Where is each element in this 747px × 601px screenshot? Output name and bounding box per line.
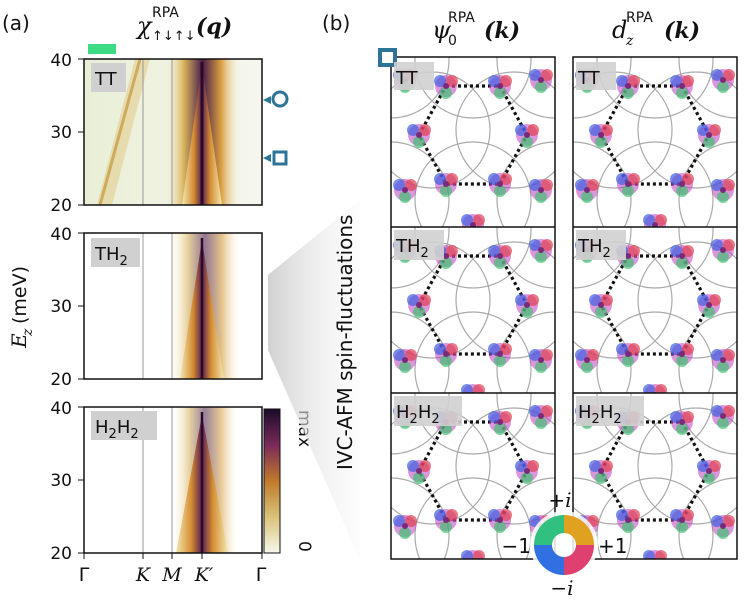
row-tags: TT TT TH2 TH2 H2H2 H2H2 <box>394 62 644 427</box>
colorbar-min-label: 0 <box>294 541 314 552</box>
row-tag: H2H2 <box>578 402 622 427</box>
ytick: 20 <box>50 370 72 390</box>
phase-wheel: +i −i −1 +1 <box>502 488 628 600</box>
svg-text:z: z <box>20 328 36 337</box>
subplot-th2-tag: TH2 <box>94 244 128 269</box>
row-tag: TH2 <box>395 236 429 261</box>
tag-bg <box>91 63 126 92</box>
svg-text:d: d <box>612 16 627 44</box>
ytick: 20 <box>50 544 72 564</box>
title-chi: χ <box>135 12 153 40</box>
svg-text:RPA: RPA <box>626 10 653 26</box>
green-marker <box>88 44 116 54</box>
svg-text:E: E <box>7 333 31 349</box>
wheel-top: +i <box>548 488 571 512</box>
map-psi-tt <box>333 0 613 258</box>
wheel-left: −1 <box>502 534 531 558</box>
subplot-h2h2-tag: H2H2 <box>95 417 139 442</box>
square-marker <box>263 150 288 166</box>
panel-b-label: (b) <box>322 11 350 35</box>
ytick: 40 <box>50 399 72 419</box>
svg-text:0: 0 <box>448 33 457 49</box>
ytick: 30 <box>50 297 72 317</box>
panel-a-label: (a) <box>2 11 30 35</box>
row-tag: H2H2 <box>396 402 440 427</box>
row-tag: TT <box>395 68 419 89</box>
wheel-right: +1 <box>598 534 627 558</box>
side-label: IVC-AFM spin-fluctuations <box>333 215 357 470</box>
circle-marker <box>263 90 289 108</box>
subplot-th2: TH2 20 30 40 <box>50 225 263 390</box>
wheel-bottom: −i <box>550 576 573 600</box>
subplot-h2h2: H2H2 20 30 40 <box>50 399 263 564</box>
subplot-tt-tag: TT <box>94 69 118 90</box>
square-marker-b <box>378 48 397 67</box>
ytick: 30 <box>50 471 72 491</box>
tag-bg <box>91 238 140 267</box>
ytick: 40 <box>50 51 72 71</box>
zoom-shading <box>268 200 360 560</box>
title-sup: RPA <box>152 5 179 21</box>
panel-a-title: χ RPA ↑↓↑↓ (q) <box>135 5 232 44</box>
svg-text:(k): (k) <box>484 18 520 44</box>
svg-text:(meV): (meV) <box>9 266 31 324</box>
subplot-tt: TT 20 30 40 <box>50 51 263 216</box>
svg-text:ψ: ψ <box>432 16 452 44</box>
xtick: Γ <box>256 564 267 586</box>
map-dz-th2 <box>515 102 747 428</box>
ytick: 30 <box>50 123 72 143</box>
title-arg: (q) <box>196 14 232 40</box>
row-tag: TT <box>577 68 601 89</box>
ytick: 20 <box>50 196 72 216</box>
xtick: K <box>135 564 152 586</box>
xtick: M <box>161 564 182 586</box>
x-axis: Γ K M K′ Γ <box>79 553 267 586</box>
tag-bg <box>91 411 157 440</box>
svg-text:(k): (k) <box>664 18 700 44</box>
map-psi-th2 <box>333 102 613 428</box>
svg-text:z: z <box>625 33 634 49</box>
xtick: K′ <box>194 564 214 586</box>
svg-text:RPA: RPA <box>448 10 475 26</box>
col1-title: ψ RPA 0 (k) <box>432 10 520 49</box>
xtick: Γ <box>79 564 90 586</box>
col2-title: d RPA z (k) <box>612 10 700 49</box>
ytick: 40 <box>50 225 72 245</box>
y-axis-label: E z (meV) <box>7 266 36 349</box>
row-tag: TH2 <box>577 236 611 261</box>
title-sub: ↑↓↑↓ <box>152 29 196 44</box>
